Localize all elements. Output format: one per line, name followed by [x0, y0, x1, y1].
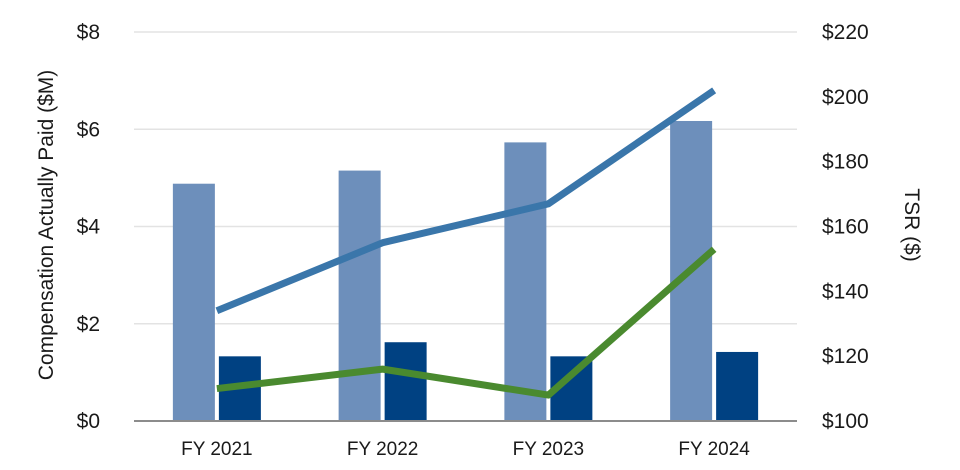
- right-axis-ticks: $100 $120 $140 $160 $180 $200 $220: [822, 21, 869, 433]
- category-ticks: FY 2021 FY 2022 FY 2023 FY 2024: [181, 439, 750, 460]
- right-tick-label: $220: [822, 21, 869, 44]
- left-tick-label: $2: [77, 313, 100, 336]
- line-peer-group-tsr: [216, 246, 717, 399]
- right-tick-label: $140: [822, 280, 869, 303]
- right-tick-label: $200: [822, 86, 869, 109]
- category-label: FY 2024: [678, 439, 750, 460]
- bar-average-non-peo-compensation-actually-paid: [716, 351, 759, 421]
- bar-peo-compensation-actually-paid: [172, 183, 215, 421]
- category-label: FY 2023: [513, 439, 584, 460]
- category-label: FY 2021: [181, 439, 252, 460]
- left-tick-label: $4: [77, 216, 101, 239]
- bar-peo-compensation-actually-paid: [338, 170, 381, 421]
- left-tick-label: $6: [77, 118, 100, 141]
- right-tick-label: $180: [822, 151, 869, 174]
- trend-lines: [215, 87, 717, 399]
- right-axis-title: TSR ($): [900, 188, 923, 262]
- right-tick-label: $160: [822, 216, 869, 239]
- bars: [172, 120, 759, 421]
- left-axis-title: Compensation Actually Paid ($M): [35, 70, 58, 380]
- right-tick-label: $120: [822, 345, 869, 368]
- left-axis-ticks: $0 $2 $4 $6 $8: [77, 21, 101, 433]
- right-tick-label: $100: [822, 410, 869, 433]
- line-company-tsr: [215, 87, 717, 315]
- bar-average-non-peo-compensation-actually-paid: [384, 342, 427, 421]
- category-label: FY 2022: [347, 439, 418, 460]
- left-tick-label: $0: [77, 410, 100, 433]
- left-tick-label: $8: [77, 21, 100, 44]
- bar-peo-compensation-actually-paid: [504, 142, 547, 421]
